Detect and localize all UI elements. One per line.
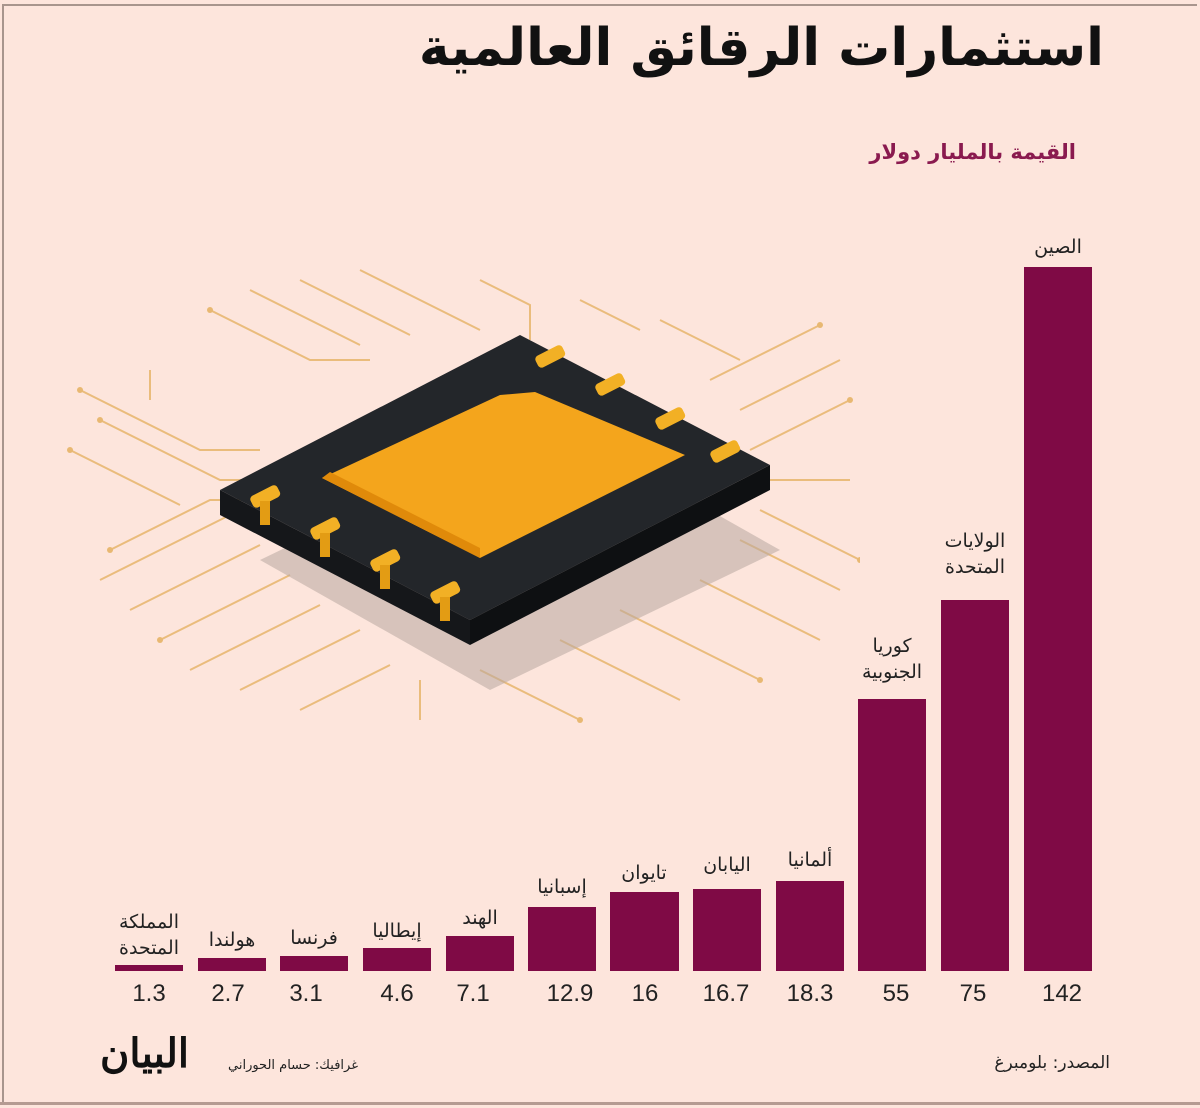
category-label-uk: المملكة المتحدة <box>118 911 179 959</box>
value-label-japan: 16.7 <box>702 980 750 1007</box>
value-label-taiwan: 16 <box>631 980 659 1007</box>
chart-subtitle: القيمة بالمليار دولار <box>869 140 1076 164</box>
category-label-taiwan: تايوان <box>621 862 667 884</box>
source-note: المصدر: بلومبرغ <box>994 1053 1110 1073</box>
bar-germany <box>776 881 844 971</box>
category-label-united-states: الولايات المتحدة <box>944 530 1006 578</box>
infographic-frame <box>2 4 1197 1104</box>
chip-side-left <box>220 490 470 645</box>
chart-title: استثمارات الرقائق العالمية <box>418 18 1104 78</box>
category-label-japan: اليابان <box>703 854 751 876</box>
category-label-south-korea: كوريا الجنوبية <box>861 635 923 683</box>
category-label-italy: إيطاليا <box>372 920 422 942</box>
albayan-logo: البيان <box>100 1030 190 1077</box>
value-label-france: 3.1 <box>289 980 323 1007</box>
bar-india <box>446 936 514 971</box>
chip-side-right <box>470 465 770 645</box>
value-label-south-korea: 55 <box>882 980 910 1007</box>
bar-taiwan <box>610 892 679 971</box>
value-label-india: 7.1 <box>456 980 490 1007</box>
category-label-germany: ألمانيا <box>787 849 833 871</box>
bar-japan <box>693 889 761 971</box>
value-label-uk: 1.3 <box>132 980 166 1007</box>
value-label-spain: 12.9 <box>546 980 594 1007</box>
bar-south-korea <box>858 699 926 971</box>
bar-netherlands <box>198 958 266 971</box>
microchip-illustration <box>67 269 860 723</box>
value-label-united-states: 75 <box>959 980 987 1007</box>
graphic-credit: غرافيك: حسام الحوراني <box>228 1058 358 1073</box>
bar-uk <box>115 965 183 971</box>
value-label-netherlands: 2.7 <box>211 980 245 1007</box>
bar-spain <box>528 907 596 971</box>
bar-united-states <box>941 600 1009 971</box>
category-label-netherlands: هولندا <box>208 929 256 951</box>
bottom-divider <box>0 1102 1200 1105</box>
bar-france <box>280 956 348 971</box>
category-label-france: فرنسا <box>290 927 338 949</box>
value-label-italy: 4.6 <box>380 980 414 1007</box>
value-label-china: 142 <box>1041 980 1083 1007</box>
category-label-india: الهند <box>462 907 498 929</box>
category-label-spain: إسبانيا <box>537 876 587 898</box>
value-label-germany: 18.3 <box>786 980 834 1007</box>
bar-italy <box>363 948 431 971</box>
category-label-china: الصين <box>1034 236 1082 258</box>
bar-china <box>1024 267 1092 971</box>
